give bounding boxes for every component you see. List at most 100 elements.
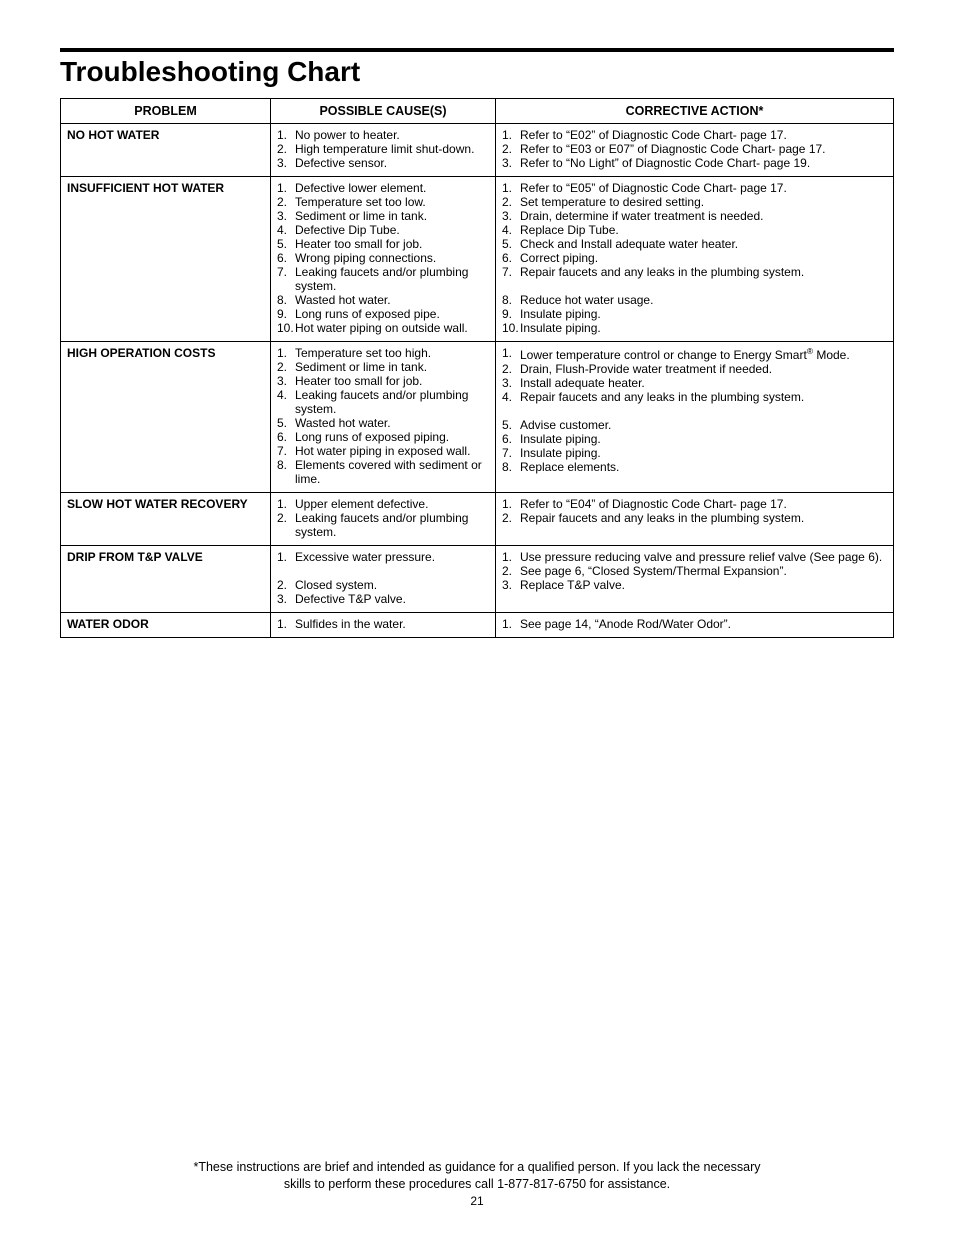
numbered-list: 1.Use pressure reducing valve and pressu… xyxy=(502,550,887,592)
list-item: 3.Defective sensor. xyxy=(277,156,489,170)
list-item: 4.Repair faucets and any leaks in the pl… xyxy=(502,390,887,404)
list-item-text: Insulate piping. xyxy=(520,432,887,446)
numbered-list: 1.No power to heater.2.High temperature … xyxy=(277,128,489,170)
list-item-text xyxy=(295,564,489,578)
list-item-text: Repair faucets and any leaks in the plum… xyxy=(520,390,887,404)
list-item: 3.Install adequate heater. xyxy=(502,376,887,390)
numbered-list: 1.Excessive water pressure. 2.Closed sys… xyxy=(277,550,489,606)
page-title: Troubleshooting Chart xyxy=(60,56,894,88)
list-item-text: Wasted hot water. xyxy=(295,416,489,430)
list-item-number: 1. xyxy=(502,181,520,195)
list-item-number: 1. xyxy=(277,346,295,360)
list-item: 2.See page 6, “Closed System/Thermal Exp… xyxy=(502,564,887,578)
footnote-line2: skills to perform these procedures call … xyxy=(284,1177,670,1191)
list-item-number: 7. xyxy=(277,444,295,458)
action-cell: 1.Refer to “E02” of Diagnostic Code Char… xyxy=(496,124,894,177)
list-item: 5.Wasted hot water. xyxy=(277,416,489,430)
list-item-text: Insulate piping. xyxy=(520,307,887,321)
numbered-list: 1.Refer to “E02” of Diagnostic Code Char… xyxy=(502,128,887,170)
list-item-text: Replace Dip Tube. xyxy=(520,223,887,237)
numbered-list: 1.Defective lower element.2.Temperature … xyxy=(277,181,489,335)
action-cell: 1.Lower temperature control or change to… xyxy=(496,342,894,493)
list-item: 1.Upper element defective. xyxy=(277,497,489,511)
list-item-number: 4. xyxy=(502,390,520,404)
table-row: DRIP FROM T&P VALVE1.Excessive water pre… xyxy=(61,546,894,613)
numbered-list: 1.See page 14, “Anode Rod/Water Odor”. xyxy=(502,617,887,631)
numbered-list: 1.Sulfides in the water. xyxy=(277,617,489,631)
list-item-text: Elements covered with sediment or lime. xyxy=(295,458,489,486)
list-item-text: Repair faucets and any leaks in the plum… xyxy=(520,265,887,279)
list-item-number: 4. xyxy=(277,223,295,237)
problem-cell: SLOW HOT WATER RECOVERY xyxy=(61,493,271,546)
numbered-list: 1.Refer to “E05” of Diagnostic Code Char… xyxy=(502,181,887,335)
list-item-number: 8. xyxy=(502,293,520,307)
list-item-text: Refer to “No Light” of Diagnostic Code C… xyxy=(520,156,887,170)
list-item: 5.Check and Install adequate water heate… xyxy=(502,237,887,251)
header-problem: PROBLEM xyxy=(61,99,271,124)
list-item: 2.High temperature limit shut-down. xyxy=(277,142,489,156)
list-item-text: Sediment or lime in tank. xyxy=(295,209,489,223)
numbered-list: 1.Upper element defective.2.Leaking fauc… xyxy=(277,497,489,539)
list-item-number: 3. xyxy=(277,592,295,606)
list-item-text: Check and Install adequate water heater. xyxy=(520,237,887,251)
list-item: 2.Closed system. xyxy=(277,578,489,592)
list-item-text: Upper element defective. xyxy=(295,497,489,511)
list-item-number: 3. xyxy=(277,209,295,223)
list-item-text xyxy=(520,279,887,293)
list-item-number: 6. xyxy=(502,432,520,446)
list-item-text: Install adequate heater. xyxy=(520,376,887,390)
page: Troubleshooting Chart PROBLEM POSSIBLE C… xyxy=(0,0,954,1235)
list-item-text: Insulate piping. xyxy=(520,321,887,335)
list-item-text: Leaking faucets and/or plumbing system. xyxy=(295,265,489,293)
list-item: 1.Defective lower element. xyxy=(277,181,489,195)
list-item: 1.Refer to “E05” of Diagnostic Code Char… xyxy=(502,181,887,195)
list-item-number: 7. xyxy=(502,265,520,279)
list-item-number: 9. xyxy=(277,307,295,321)
action-cell: 1.Use pressure reducing valve and pressu… xyxy=(496,546,894,613)
list-item: 9.Insulate piping. xyxy=(502,307,887,321)
list-item xyxy=(502,404,887,418)
list-item: 1.Use pressure reducing valve and pressu… xyxy=(502,550,887,564)
list-item-number: 5. xyxy=(502,418,520,432)
list-item: 8.Elements covered with sediment or lime… xyxy=(277,458,489,486)
list-item-number: 8. xyxy=(277,458,295,486)
list-item-number: 1. xyxy=(277,617,295,631)
list-item: 6.Wrong piping connections. xyxy=(277,251,489,265)
list-item-text: Defective lower element. xyxy=(295,181,489,195)
list-item-number: 5. xyxy=(502,237,520,251)
action-cell: 1.See page 14, “Anode Rod/Water Odor”. xyxy=(496,613,894,638)
list-item: 2.Refer to “E03 or E07” of Diagnostic Co… xyxy=(502,142,887,156)
list-item-number: 1. xyxy=(502,128,520,142)
list-item-number: 1. xyxy=(277,128,295,142)
list-item-number: 4. xyxy=(502,223,520,237)
list-item-number: 3. xyxy=(502,376,520,390)
table-row: HIGH OPERATION COSTS1.Temperature set to… xyxy=(61,342,894,493)
cause-cell: 1.Upper element defective.2.Leaking fauc… xyxy=(271,493,496,546)
list-item: 4.Replace Dip Tube. xyxy=(502,223,887,237)
list-item-text: Use pressure reducing valve and pressure… xyxy=(520,550,887,564)
list-item-text: Reduce hot water usage. xyxy=(520,293,887,307)
list-item: 7.Insulate piping. xyxy=(502,446,887,460)
list-item-number: 1. xyxy=(277,181,295,195)
action-cell: 1.Refer to “E05” of Diagnostic Code Char… xyxy=(496,177,894,342)
list-item-number xyxy=(502,279,520,293)
list-item xyxy=(277,564,489,578)
numbered-list: 1.Lower temperature control or change to… xyxy=(502,346,887,474)
list-item-text: Heater too small for job. xyxy=(295,237,489,251)
list-item-number: 1. xyxy=(277,550,295,564)
list-item-number: 9. xyxy=(502,307,520,321)
problem-cell: NO HOT WATER xyxy=(61,124,271,177)
list-item-number xyxy=(277,564,295,578)
list-item-number: 2. xyxy=(502,564,520,578)
list-item-text: Long runs of exposed piping. xyxy=(295,430,489,444)
list-item-text: Leaking faucets and/or plumbing system. xyxy=(295,388,489,416)
list-item-number: 8. xyxy=(502,460,520,474)
list-item-text: No power to heater. xyxy=(295,128,489,142)
list-item-number: 2. xyxy=(277,195,295,209)
list-item-text: Insulate piping. xyxy=(520,446,887,460)
list-item: 10.Hot water piping on outside wall. xyxy=(277,321,489,335)
header-action: CORRECTIVE ACTION* xyxy=(496,99,894,124)
list-item-number xyxy=(502,404,520,418)
list-item-text: Sulfides in the water. xyxy=(295,617,489,631)
list-item-text: Refer to “E03 or E07” of Diagnostic Code… xyxy=(520,142,887,156)
